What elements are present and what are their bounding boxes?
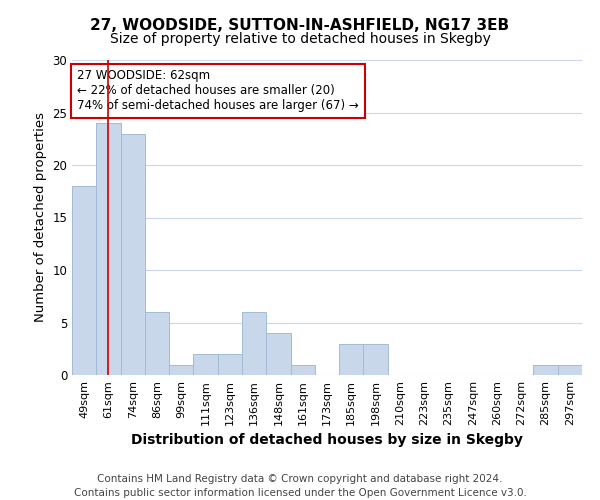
Bar [169,364,193,375]
Text: 27 WOODSIDE: 62sqm
← 22% of detached houses are smaller (20)
74% of semi-detache: 27 WOODSIDE: 62sqm ← 22% of detached hou… [77,70,359,112]
Bar [121,134,145,375]
Text: Size of property relative to detached houses in Skegby: Size of property relative to detached ho… [110,32,490,46]
Bar [218,354,242,375]
Bar [266,333,290,375]
Bar [364,344,388,375]
Bar [533,364,558,375]
Bar [290,364,315,375]
Text: Contains HM Land Registry data © Crown copyright and database right 2024.
Contai: Contains HM Land Registry data © Crown c… [74,474,526,498]
Y-axis label: Number of detached properties: Number of detached properties [34,112,47,322]
Text: 27, WOODSIDE, SUTTON-IN-ASHFIELD, NG17 3EB: 27, WOODSIDE, SUTTON-IN-ASHFIELD, NG17 3… [91,18,509,32]
Bar [558,364,582,375]
Bar [72,186,96,375]
Bar [242,312,266,375]
Bar [96,123,121,375]
Bar [145,312,169,375]
Bar [339,344,364,375]
Bar [193,354,218,375]
X-axis label: Distribution of detached houses by size in Skegby: Distribution of detached houses by size … [131,434,523,448]
